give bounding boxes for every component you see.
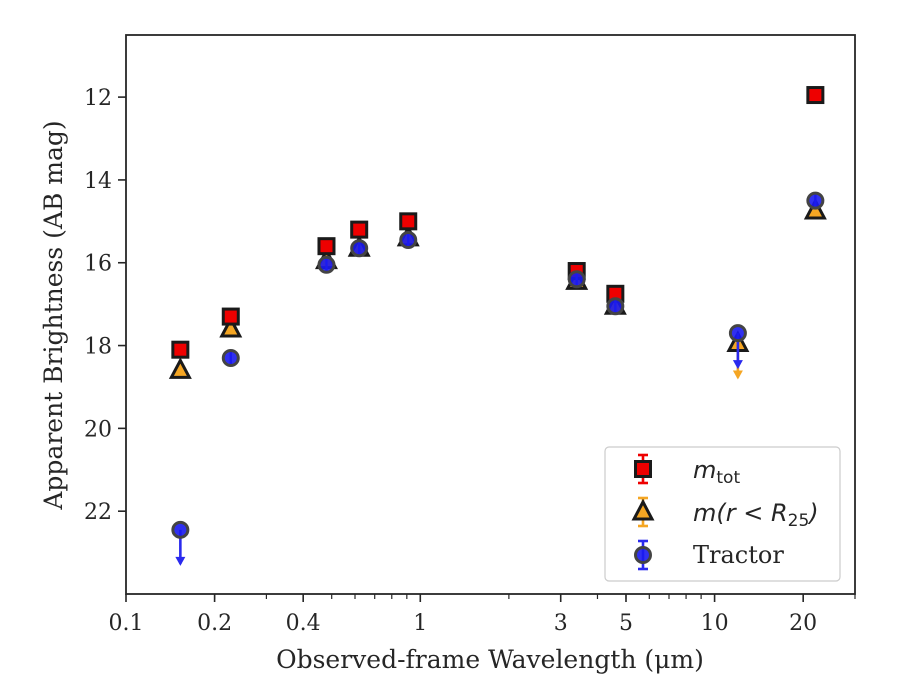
y-tick-labels: 12 14 16 18 20 22 — [84, 86, 112, 525]
data-point-circle — [606, 297, 625, 316]
x-tick-label: 0.1 — [109, 611, 144, 636]
data-point-square — [806, 86, 825, 105]
x-tick-label: 10 — [701, 611, 729, 636]
legend-marker — [634, 460, 652, 478]
legend-handle-triangle — [631, 496, 655, 528]
data-point-square — [171, 340, 190, 359]
series-triangle — [168, 197, 827, 380]
data-point-square — [317, 237, 336, 256]
y-tick-label: 20 — [84, 417, 112, 442]
legend-entry-mr25: m(r < R25) — [693, 499, 819, 531]
legend-handles — [631, 453, 655, 571]
data-point-triangle — [168, 357, 192, 379]
x-axis-label: Observed-frame Wavelength (μm) — [276, 645, 704, 674]
data-point-square — [350, 220, 369, 239]
data-point-square — [221, 307, 240, 326]
series-square — [171, 86, 825, 359]
legend-handle-circle — [634, 539, 652, 571]
data-point-circle — [728, 324, 747, 343]
data-point-circle — [171, 520, 190, 539]
data-point-circle — [350, 239, 369, 258]
plot-frame — [125, 34, 856, 595]
y-tick-label: 22 — [84, 500, 112, 525]
series-circle — [171, 191, 825, 566]
y-tick-label: 12 — [84, 86, 112, 111]
legend-marker — [631, 498, 655, 521]
x-tick-label: 0.2 — [197, 611, 232, 636]
x-tick-label: 1 — [413, 611, 427, 636]
y-tick-label: 18 — [84, 335, 112, 360]
data-point-circle — [317, 255, 336, 274]
legend-marker — [634, 546, 652, 564]
data-point-circle — [221, 348, 240, 367]
x-tick-label: 20 — [789, 611, 817, 636]
legend-entry-tractor: Tractor — [693, 541, 784, 569]
data-point-circle — [806, 191, 825, 210]
x-tick-label: 3 — [554, 611, 568, 636]
y-axis-label: Apparent Brightness (AB mag) — [39, 120, 68, 510]
x-tick-label: 5 — [619, 611, 633, 636]
y-tick-label: 14 — [84, 169, 112, 194]
legend: mtot m(r < R25) Tractor — [604, 446, 841, 582]
data-point-triangle — [219, 315, 243, 338]
x-tick-labels: 0.1 0.2 0.4 1 3 5 10 20 — [109, 611, 818, 636]
data-point-circle — [399, 230, 418, 249]
x-tick-label: 0.4 — [286, 611, 321, 636]
y-tick-label: 16 — [84, 252, 112, 277]
legend-entry-mtot: mtot — [693, 456, 740, 488]
data-points — [168, 86, 827, 566]
legend-box — [604, 446, 841, 582]
legend-handle-square — [634, 453, 652, 485]
data-point-square — [399, 212, 418, 231]
data-point-circle — [567, 270, 586, 289]
